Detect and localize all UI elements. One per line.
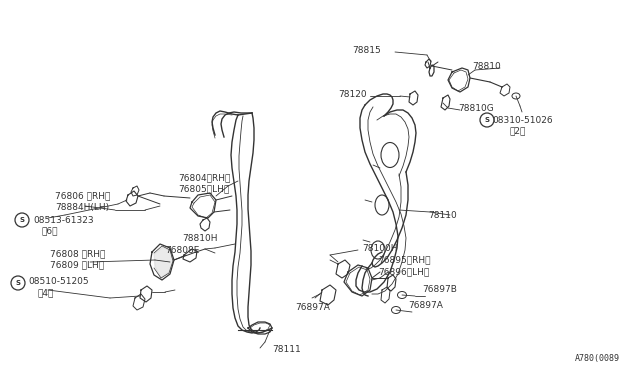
Text: 76808 〈RH〉: 76808 〈RH〉	[50, 250, 106, 259]
Text: 76805〈LH〉: 76805〈LH〉	[178, 185, 229, 193]
Text: 76897A: 76897A	[295, 302, 330, 311]
Text: 78810H: 78810H	[182, 234, 218, 243]
Text: 08310-51026: 08310-51026	[492, 115, 552, 125]
Text: 76809 〈LH〉: 76809 〈LH〉	[50, 260, 104, 269]
Text: A780(0089: A780(0089	[575, 353, 620, 362]
Text: S: S	[484, 117, 490, 123]
Text: 〈4〉: 〈4〉	[37, 289, 53, 298]
Text: 78111: 78111	[272, 346, 301, 355]
Text: 78100H: 78100H	[362, 244, 397, 253]
Text: 78110: 78110	[428, 211, 457, 219]
Text: S: S	[19, 217, 24, 223]
Polygon shape	[154, 247, 173, 278]
Text: 76897B: 76897B	[422, 285, 457, 295]
Text: 78810: 78810	[472, 61, 500, 71]
Text: 76895〈RH〉: 76895〈RH〉	[378, 256, 431, 264]
Text: 08513-61323: 08513-61323	[33, 215, 93, 224]
Text: 78815: 78815	[352, 45, 381, 55]
Text: 〈2〉: 〈2〉	[510, 126, 526, 135]
Text: 78120: 78120	[338, 90, 367, 99]
Text: 76896〈LH〉: 76896〈LH〉	[378, 267, 429, 276]
Text: 78810G: 78810G	[458, 103, 493, 112]
Text: 78884H(LH): 78884H(LH)	[55, 202, 109, 212]
Text: 76806 〈RH〉: 76806 〈RH〉	[55, 192, 110, 201]
Text: 76804〈RH〉: 76804〈RH〉	[178, 173, 230, 183]
Text: S: S	[15, 280, 20, 286]
Text: 76808E: 76808E	[165, 246, 200, 254]
Text: 08510-51205: 08510-51205	[28, 278, 88, 286]
Text: 〈6〉: 〈6〉	[42, 227, 58, 235]
Text: 76897A: 76897A	[408, 301, 443, 311]
